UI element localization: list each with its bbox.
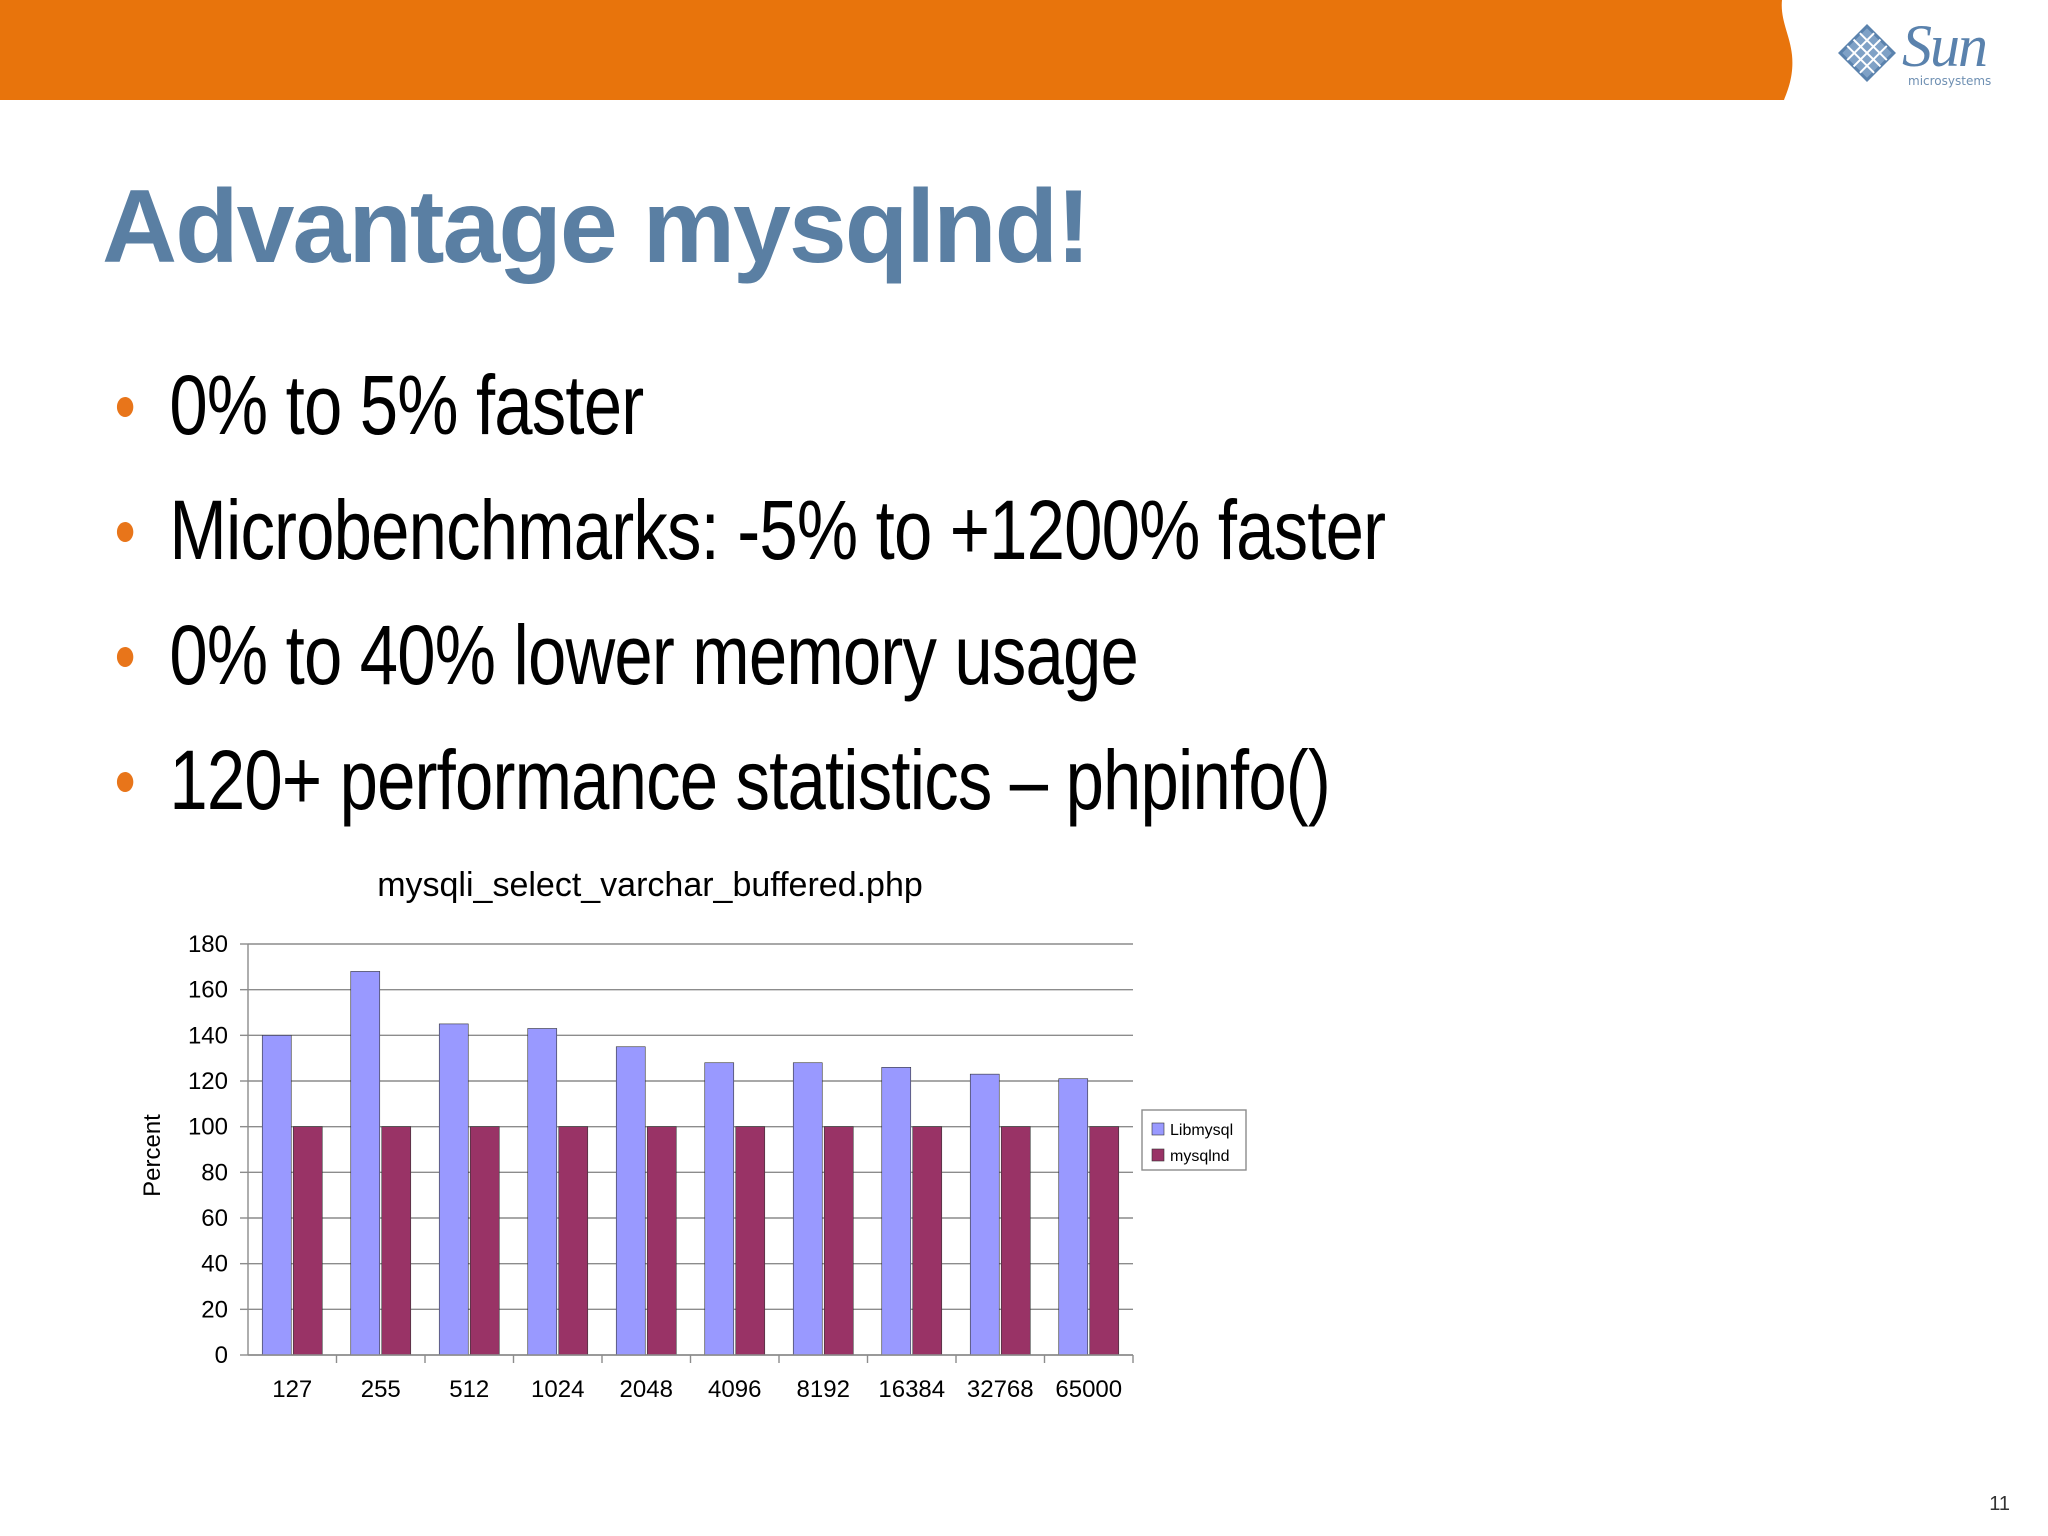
x-tick-label: 127 bbox=[272, 1376, 312, 1403]
page-number: 11 bbox=[1989, 1493, 2010, 1515]
sun-logo: Sun microsystems bbox=[1836, 13, 2016, 94]
bullet-dot-icon bbox=[116, 397, 134, 417]
chart-title: mysqli_select_varchar_buffered.php bbox=[377, 866, 923, 904]
bullet-text: 0% to 5% faster bbox=[169, 358, 644, 452]
bar-libmysql-32768 bbox=[969, 1073, 1000, 1356]
y-tick-label: 40 bbox=[201, 1251, 228, 1278]
bar-libmysql-512 bbox=[438, 1023, 469, 1356]
legend-label: mysqlnd bbox=[1170, 1148, 1230, 1165]
bar-libmysql-65000 bbox=[1058, 1078, 1089, 1356]
bar-libmysql-16384 bbox=[881, 1067, 912, 1356]
legend-swatch bbox=[1151, 1122, 1165, 1136]
bar-libmysql-8192 bbox=[792, 1062, 823, 1356]
slide-title: Advantage mysqlnd! bbox=[102, 169, 1091, 285]
legend-label: Libmysql bbox=[1170, 1122, 1233, 1139]
y-tick-label: 80 bbox=[201, 1159, 228, 1186]
bar-libmysql-1024 bbox=[527, 1028, 558, 1356]
bullet-item: 120+ performance statistics – phpinfo() bbox=[112, 725, 1385, 850]
bar-mysqlnd-255 bbox=[381, 1126, 412, 1356]
bar-mysqlnd-8192 bbox=[823, 1126, 854, 1356]
bar-mysqlnd-65000 bbox=[1089, 1126, 1120, 1356]
x-tick-label: 32768 bbox=[967, 1376, 1034, 1403]
y-tick-label: 180 bbox=[188, 931, 228, 958]
x-tick-label: 512 bbox=[449, 1376, 489, 1403]
bars-layer bbox=[261, 971, 1120, 1356]
bullet-text: 0% to 40% lower memory usage bbox=[169, 608, 1139, 702]
x-tick-label: 2048 bbox=[620, 1376, 673, 1403]
bullet-item: 0% to 40% lower memory usage bbox=[112, 600, 1385, 725]
header-bar bbox=[0, 0, 1793, 100]
y-tick-label: 60 bbox=[201, 1205, 228, 1232]
bar-mysqlnd-1024 bbox=[558, 1126, 589, 1356]
x-tick-label: 65000 bbox=[1055, 1376, 1122, 1403]
y-tick-label: 0 bbox=[215, 1342, 228, 1369]
bullet-list: 0% to 5% faster Microbenchmarks: -5% to … bbox=[112, 350, 1665, 850]
bullet-text: 120+ performance statistics – phpinfo() bbox=[169, 733, 1331, 827]
x-tick-label: 4096 bbox=[708, 1376, 761, 1403]
bullet-item: 0% to 5% faster bbox=[112, 350, 1385, 475]
bar-mysqlnd-4096 bbox=[735, 1126, 766, 1356]
x-tick-label: 255 bbox=[361, 1376, 401, 1403]
y-tick-label: 100 bbox=[188, 1114, 228, 1141]
y-tick-label: 120 bbox=[188, 1068, 228, 1095]
legend: Libmysql mysqlnd bbox=[1141, 1109, 1247, 1171]
bullet-text: Microbenchmarks: -5% to +1200% faster bbox=[169, 483, 1386, 577]
axis-layer: 0 20 40 60 80 100 120 140 160 180 127 255 512 1024 204… bbox=[188, 931, 1134, 1403]
bar-mysqlnd-16384 bbox=[912, 1126, 943, 1356]
bar-libmysql-4096 bbox=[704, 1062, 735, 1356]
y-tick-label: 140 bbox=[188, 1022, 228, 1049]
bullet-dot-icon bbox=[116, 772, 134, 792]
bar-mysqlnd-127 bbox=[292, 1126, 323, 1356]
bullet-item: Microbenchmarks: -5% to +1200% faster bbox=[112, 475, 1386, 600]
bullet-dot-icon bbox=[116, 647, 134, 667]
bullet-dot-icon bbox=[116, 522, 134, 542]
bar-mysqlnd-512 bbox=[469, 1126, 500, 1356]
legend-swatch bbox=[1151, 1148, 1165, 1162]
y-axis-label: Percent bbox=[139, 1114, 166, 1197]
logo-wordmark: Sun bbox=[1902, 13, 1988, 79]
y-tick-label: 160 bbox=[188, 977, 228, 1004]
bar-libmysql-127 bbox=[261, 1035, 292, 1356]
x-tick-label: 1024 bbox=[531, 1376, 584, 1403]
bar-chart: mysqli_select_varchar_buffered.php Perce… bbox=[139, 866, 1247, 1403]
bar-libmysql-255 bbox=[350, 971, 381, 1356]
grid-layer bbox=[248, 943, 1133, 1356]
y-tick-label: 20 bbox=[201, 1296, 228, 1323]
bar-mysqlnd-2048 bbox=[646, 1126, 677, 1356]
sun-logo-icon bbox=[1838, 24, 1896, 82]
bar-mysqlnd-32768 bbox=[1000, 1126, 1031, 1356]
bar-libmysql-2048 bbox=[615, 1046, 646, 1356]
x-tick-label: 8192 bbox=[797, 1376, 850, 1403]
x-tick-label: 16384 bbox=[878, 1376, 945, 1403]
logo-subtitle: microsystems bbox=[1908, 74, 1992, 88]
